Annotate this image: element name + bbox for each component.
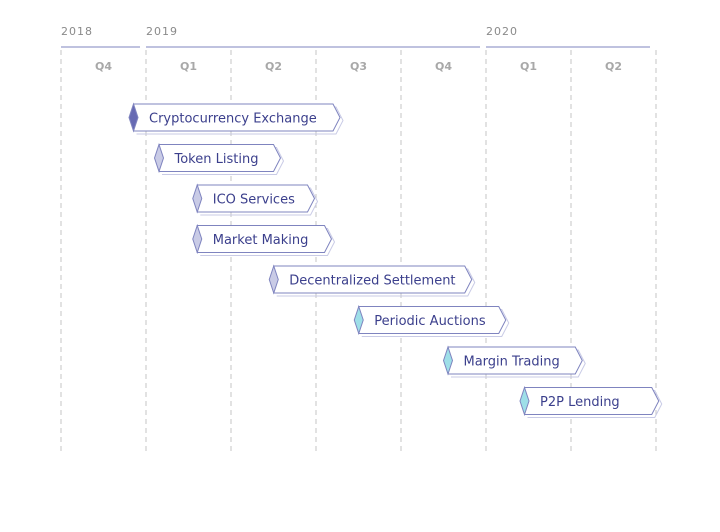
diamond-marker-icon — [353, 304, 364, 336]
roadmap-bar-decentralized-settlement: Decentralized Settlement — [268, 264, 476, 297]
year-label-2020: 2020 — [486, 25, 518, 38]
bar-label: Margin Trading — [464, 355, 560, 370]
year-label-2019: 2019 — [146, 25, 178, 38]
bar-label: P2P Lending — [540, 395, 620, 410]
quarter-label: Q2 — [265, 60, 282, 73]
year-headers: 2018 2019 2020 — [61, 25, 650, 48]
diamond-marker-icon — [192, 223, 203, 255]
quarter-label: Q2 — [605, 60, 622, 73]
quarter-label: Q1 — [180, 60, 197, 73]
diamond-marker-icon — [192, 183, 203, 214]
roadmap-bar-p2p-lending: P2P Lending — [519, 385, 663, 418]
bar-label: ICO Services — [213, 193, 295, 208]
roadmap-bar-periodic-auctions: Periodic Auctions — [353, 304, 510, 337]
diamond-marker-icon — [153, 142, 165, 174]
roadmap-bar-ico-services: ICO Services — [192, 183, 319, 216]
roadmap-bar-cryptocurrency-exchange: Cryptocurrency Exchange — [128, 102, 344, 135]
roadmap-bar-market-making: Market Making — [192, 223, 336, 256]
bar-label: Periodic Auctions — [374, 314, 486, 329]
roadmap-bar-token-listing: Token Listing — [153, 142, 285, 175]
quarter-label: Q3 — [350, 60, 367, 73]
year-label-2018: 2018 — [61, 25, 93, 38]
diamond-marker-icon — [519, 385, 530, 417]
quarter-label: Q4 — [435, 60, 452, 73]
bar-label: Cryptocurrency Exchange — [149, 112, 317, 127]
bar-label: Market Making — [213, 233, 309, 248]
roadmap-bar-margin-trading: Margin Trading — [442, 345, 586, 378]
bar-label: Token Listing — [174, 152, 259, 167]
diamond-marker-icon — [442, 345, 454, 376]
quarter-labels: Q4 Q1 Q2 Q3 Q4 Q1 Q2 — [95, 60, 622, 73]
diamond-marker-icon — [128, 102, 139, 133]
diamond-marker-icon — [268, 264, 279, 295]
quarter-label: Q1 — [520, 60, 537, 73]
roadmap-bars: Cryptocurrency Exchange Token Listing ICO … — [128, 102, 663, 418]
bar-label: Decentralized Settlement — [289, 274, 455, 289]
quarter-label: Q4 — [95, 60, 112, 73]
